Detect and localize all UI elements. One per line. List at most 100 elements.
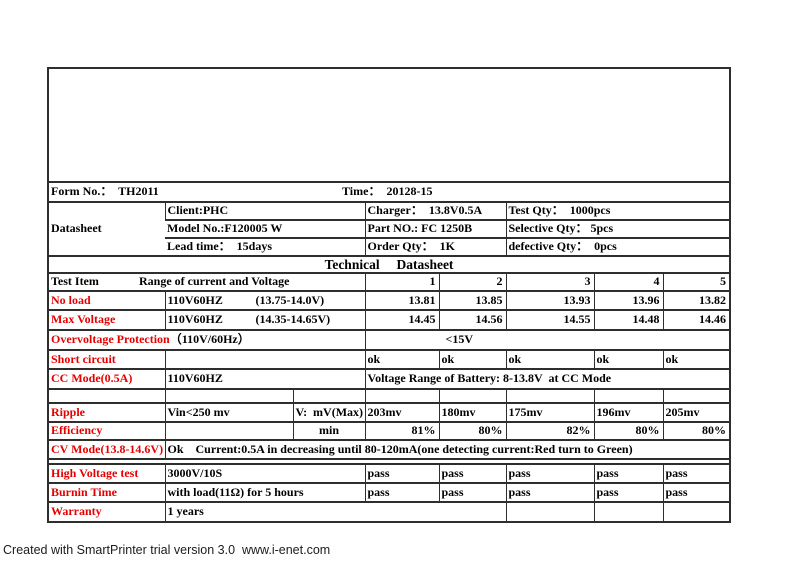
high-voltage-row: High Voltage test 3000V/10S pass pass pa…	[49, 463, 729, 483]
final-tests-table: High Voltage test 3000V/10S pass pass pa…	[49, 463, 729, 521]
header-range-label: Range of current and Voltage	[139, 274, 290, 289]
datasheet-label: Datasheet	[49, 201, 165, 255]
short-circuit-value: ok	[364, 349, 439, 369]
form-no: Form No.： TH2011	[51, 184, 159, 199]
efficiency-value: 80%	[593, 421, 663, 440]
ripple-condition: Vin<250 mv	[164, 402, 293, 422]
efficiency-condition	[164, 421, 293, 440]
ripple-value: 203mv	[364, 402, 439, 422]
header-col-1: 1	[364, 272, 439, 291]
efficiency-unit: min	[292, 421, 365, 440]
no-load-value: 13.96	[593, 290, 663, 310]
warranty-label: Warranty	[49, 501, 165, 521]
efficiency-row: Efficiency min 81% 80% 82% 80% 80%	[49, 421, 729, 440]
no-load-label: No load	[49, 290, 165, 310]
overvoltage-label-suffix: （110V/60Hz）	[169, 332, 250, 347]
overvoltage-value: <15V	[364, 329, 729, 350]
order-qty-cell: Order Qty： 1K	[364, 237, 506, 255]
header-test-item: Test Item	[51, 274, 99, 289]
short-circuit-value: ok	[505, 349, 594, 369]
burnin-row: Burnin Time with load(11Ω) for 5 hours p…	[49, 482, 729, 502]
no-load-value: 13.82	[662, 290, 729, 310]
defective-qty-cell: defective Qty： 0pcs	[505, 237, 730, 255]
ripple-value: 175mv	[505, 402, 594, 422]
overvoltage-label-cell: Overvoltage Protection（110V/60Hz）	[49, 329, 365, 350]
charger-cell: Charger： 13.8V0.5A	[364, 201, 506, 220]
model-cell: Model No.:F120005 W	[165, 219, 365, 238]
header-col-3: 3	[505, 272, 594, 291]
high-voltage-label: High Voltage test	[49, 463, 165, 483]
high-voltage-value: pass	[364, 463, 439, 483]
burnin-value: pass	[364, 482, 439, 502]
burnin-value: pass	[438, 482, 506, 502]
no-load-value: 13.93	[505, 290, 594, 310]
short-circuit-row: Short circuit ok ok ok ok ok	[49, 349, 729, 369]
cc-mode-value: Voltage Range of Battery: 8-13.8V at CC …	[364, 368, 729, 389]
warranty-row: Warranty 1 years	[49, 501, 729, 521]
short-circuit-value: ok	[662, 349, 729, 369]
cc-mode-row: CC Mode(0.5A) 110V60HZ Voltage Range of …	[49, 368, 729, 389]
max-voltage-value: 14.56	[438, 309, 506, 330]
page-title: Technical Datasheet	[49, 255, 729, 272]
short-circuit-condition	[164, 349, 365, 369]
max-voltage-label: Max Voltage	[49, 309, 165, 330]
cc-mode-label: CC Mode(0.5A)	[49, 368, 165, 389]
efficiency-value: 81%	[364, 421, 439, 440]
max-voltage-condition: 110V60HZ (14.35-14.65V)	[164, 309, 365, 330]
overvoltage-label: Overvoltage Protection	[51, 332, 170, 347]
smartprinter-watermark: Created with SmartPrinter trial version …	[3, 543, 331, 557]
efficiency-label: Efficiency	[49, 421, 165, 440]
overvoltage-row: Overvoltage Protection（110V/60Hz） <15V	[49, 329, 729, 350]
table-header-row: Test Item Range of current and Voltage 1 …	[49, 272, 729, 291]
max-voltage-value: 14.55	[505, 309, 594, 330]
ripple-unit: V: mV(Max)	[292, 402, 365, 422]
selective-qty-cell: Selective Qty： 5pcs	[505, 219, 730, 238]
lead-time-cell: Lead time： 15days	[165, 237, 365, 255]
form-no-row: Form No.： TH2011 Time： 20128-15	[49, 181, 730, 202]
max-voltage-value: 14.46	[662, 309, 729, 330]
high-voltage-value: pass	[593, 463, 663, 483]
ripple-value: 196mv	[593, 402, 663, 422]
spacer-row	[49, 388, 729, 403]
cv-mode-label: CV Mode(13.8-14.6V)	[49, 439, 165, 458]
blank-header-area	[49, 69, 729, 181]
no-load-row: No load 110V60HZ (13.75-14.0V) 13.81 13.8…	[49, 290, 729, 310]
form-info-table: Form No.： TH2011 Time： 20128-15 Datasheet…	[49, 181, 730, 255]
part-no-cell: Part NO.: FC 1250B	[364, 219, 506, 238]
high-voltage-value: pass	[662, 463, 729, 483]
max-voltage-value: 14.48	[593, 309, 663, 330]
test-qty-cell: Test Qty： 1000pcs	[505, 201, 730, 220]
burnin-value: pass	[505, 482, 594, 502]
burnin-label: Burnin Time	[49, 482, 165, 502]
short-circuit-value: ok	[593, 349, 663, 369]
efficiency-value: 80%	[438, 421, 506, 440]
header-col-5: 5	[662, 272, 729, 291]
cc-mode-condition: 110V60HZ	[164, 368, 365, 389]
ripple-label: Ripple	[49, 402, 165, 422]
form-time: Time： 20128-15	[342, 184, 433, 198]
no-load-condition: 110V60HZ (13.75-14.0V)	[164, 290, 365, 310]
datasheet-page: Form No.： TH2011 Time： 20128-15 Datasheet…	[47, 67, 731, 523]
cv-mode-row: CV Mode(13.8-14.6V) Ok Current:0.5A in d…	[49, 439, 729, 458]
no-load-value: 13.85	[438, 290, 506, 310]
max-voltage-value: 14.45	[364, 309, 439, 330]
high-voltage-condition: 3000V/10S	[164, 463, 365, 483]
max-voltage-row: Max Voltage 110V60HZ (14.35-14.65V) 14.45…	[49, 309, 729, 330]
burnin-condition: with load(11Ω) for 5 hours	[164, 482, 365, 502]
header-col-4: 4	[593, 272, 663, 291]
header-col-2: 2	[438, 272, 506, 291]
test-results-table: Test Item Range of current and Voltage 1 …	[49, 272, 729, 458]
efficiency-value: 80%	[662, 421, 729, 440]
high-voltage-value: pass	[438, 463, 506, 483]
header-test-item-cell: Test Item Range of current and Voltage	[49, 272, 365, 291]
short-circuit-value: ok	[438, 349, 506, 369]
high-voltage-value: pass	[505, 463, 594, 483]
burnin-value: pass	[662, 482, 729, 502]
no-load-value: 13.81	[364, 290, 439, 310]
warranty-value: 1 years	[164, 501, 506, 521]
cv-mode-value: Ok Current:0.5A in decreasing until 80-1…	[164, 439, 729, 458]
efficiency-value: 82%	[505, 421, 594, 440]
burnin-value: pass	[593, 482, 663, 502]
ripple-value: 180mv	[438, 402, 506, 422]
ripple-value: 205mv	[662, 402, 729, 422]
